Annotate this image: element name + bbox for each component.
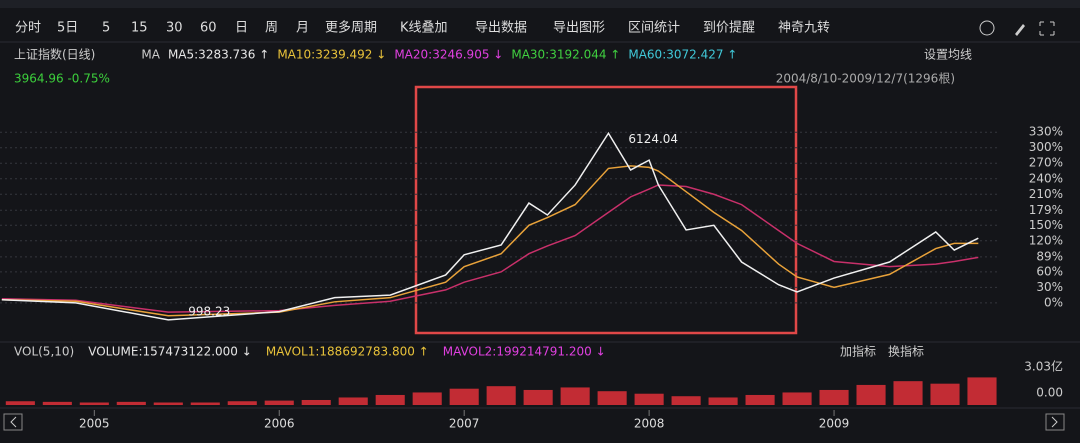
toolbar-button[interactable]: 5 bbox=[102, 21, 110, 36]
volume-bar bbox=[671, 396, 701, 405]
volume-bar bbox=[486, 386, 516, 405]
label: MA30:3192.044 ↑ bbox=[511, 48, 620, 62]
tab-strip bbox=[0, 0, 1080, 8]
label: MA10:3239.492 ↓ bbox=[277, 48, 386, 62]
indicator-button[interactable]: 加指标 bbox=[840, 344, 876, 359]
y-tick-label: 0% bbox=[1044, 295, 1063, 309]
volume-bar bbox=[153, 402, 183, 405]
volume-bar bbox=[449, 388, 479, 405]
annotation: 998.23 bbox=[188, 304, 230, 318]
toolbar-button[interactable]: 到价提醒 bbox=[703, 20, 755, 36]
volume-bar bbox=[967, 377, 997, 405]
label: MA20:3246.905 ↓ bbox=[394, 48, 503, 62]
y-tick-label: 150% bbox=[1029, 218, 1063, 232]
volume-bar bbox=[819, 389, 849, 405]
quote: 3964.96 -0.75% bbox=[14, 72, 110, 86]
indicator-button[interactable]: 换指标 bbox=[888, 344, 924, 359]
y-tick-label: 179% bbox=[1029, 203, 1063, 217]
y-tick-label: 30% bbox=[1036, 280, 1063, 294]
toolbar-button[interactable]: 神奇九转 bbox=[778, 20, 830, 36]
y-tick-label: 300% bbox=[1029, 140, 1063, 154]
toolbar-button[interactable]: 导出图形 bbox=[553, 21, 605, 36]
toolbar-button[interactable]: K线叠加 bbox=[400, 21, 448, 36]
volume-bar bbox=[893, 381, 923, 405]
price-line bbox=[1, 184, 979, 313]
dropdown-icon[interactable] bbox=[979, 20, 995, 36]
toolbar-button[interactable]: 30 bbox=[166, 21, 183, 36]
brush-icon[interactable] bbox=[1015, 24, 1025, 36]
y-tick-label: 0.00 bbox=[1036, 386, 1063, 400]
volume-bar bbox=[264, 400, 294, 405]
volume-bar bbox=[708, 397, 738, 405]
y-tick-label: 210% bbox=[1029, 187, 1063, 201]
volume-bar bbox=[79, 402, 109, 405]
label: MA bbox=[141, 48, 160, 62]
toolbar-button[interactable]: 5日 bbox=[57, 21, 78, 36]
y-tick-label: 240% bbox=[1029, 171, 1063, 185]
volume-bar bbox=[745, 394, 775, 405]
price-line bbox=[1, 165, 979, 317]
toolbar-button[interactable]: 更多周期 bbox=[325, 20, 377, 36]
label: MA60:3072.427 ↑ bbox=[628, 48, 737, 62]
x-tick-label: 2008 bbox=[634, 417, 665, 431]
toolbar-button[interactable]: 60 bbox=[200, 21, 217, 36]
volume-bar bbox=[782, 392, 812, 405]
toolbar-button[interactable]: 月 bbox=[296, 21, 309, 36]
x-tick-label: 2007 bbox=[449, 417, 480, 431]
toolbar-button[interactable]: 日 bbox=[235, 21, 248, 36]
label: VOLUME:157473122.000 ↓ bbox=[88, 345, 252, 359]
arrow bbox=[10, 416, 17, 428]
y-tick-label: 60% bbox=[1036, 264, 1063, 278]
label: 上证指数(日线) bbox=[14, 47, 95, 62]
toolbar-button[interactable]: 区间统计 bbox=[628, 21, 680, 36]
price-line bbox=[1, 131, 979, 321]
volume-bar bbox=[116, 401, 146, 405]
volume-bar bbox=[560, 387, 590, 405]
y-tick-label: 330% bbox=[1029, 125, 1063, 139]
y-tick-label: 270% bbox=[1029, 156, 1063, 170]
fullscreen-icon[interactable] bbox=[1039, 21, 1055, 36]
volume-bar bbox=[42, 401, 72, 405]
annotation: 6124.04 bbox=[628, 132, 678, 146]
volume-bar bbox=[227, 401, 257, 405]
volume-bar bbox=[412, 392, 442, 405]
volume-bar bbox=[5, 401, 35, 405]
volume-bar bbox=[375, 394, 405, 405]
date-range: 2004/8/10-2009/12/7(1296根) bbox=[776, 72, 955, 86]
label: MA5:3283.736 ↑ bbox=[168, 48, 269, 62]
settings-button[interactable]: 设置均线 bbox=[924, 48, 972, 62]
label: VOL(5,10) bbox=[14, 345, 74, 359]
toolbar-button[interactable]: 15 bbox=[131, 21, 148, 36]
volume-bar bbox=[301, 399, 331, 405]
arrow bbox=[1051, 416, 1058, 428]
toolbar-button[interactable]: 分时 bbox=[15, 21, 41, 36]
volume-bar bbox=[190, 402, 220, 405]
volume-bar bbox=[856, 384, 886, 405]
volume-bar bbox=[523, 389, 553, 405]
y-tick-label: 89% bbox=[1036, 249, 1063, 263]
volume-bar bbox=[597, 391, 627, 405]
label: MAVOL2:199214791.200 ↓ bbox=[443, 345, 606, 359]
toolbar-button[interactable]: 导出数据 bbox=[475, 21, 527, 36]
x-tick-label: 2005 bbox=[79, 417, 110, 431]
y-tick-label: 3.03亿 bbox=[1024, 359, 1063, 374]
toolbar-button[interactable]: 周 bbox=[265, 21, 278, 36]
volume-bar bbox=[338, 397, 368, 405]
y-tick-label: 120% bbox=[1029, 233, 1063, 247]
scroll-right[interactable] bbox=[1045, 413, 1065, 431]
volume-bar bbox=[634, 393, 664, 405]
x-tick-label: 2009 bbox=[819, 417, 850, 431]
volume-bar bbox=[930, 383, 960, 405]
scroll-left[interactable] bbox=[3, 413, 23, 431]
x-tick-label: 2006 bbox=[264, 417, 295, 431]
label: MAVOL1:188692783.800 ↑ bbox=[266, 345, 429, 359]
